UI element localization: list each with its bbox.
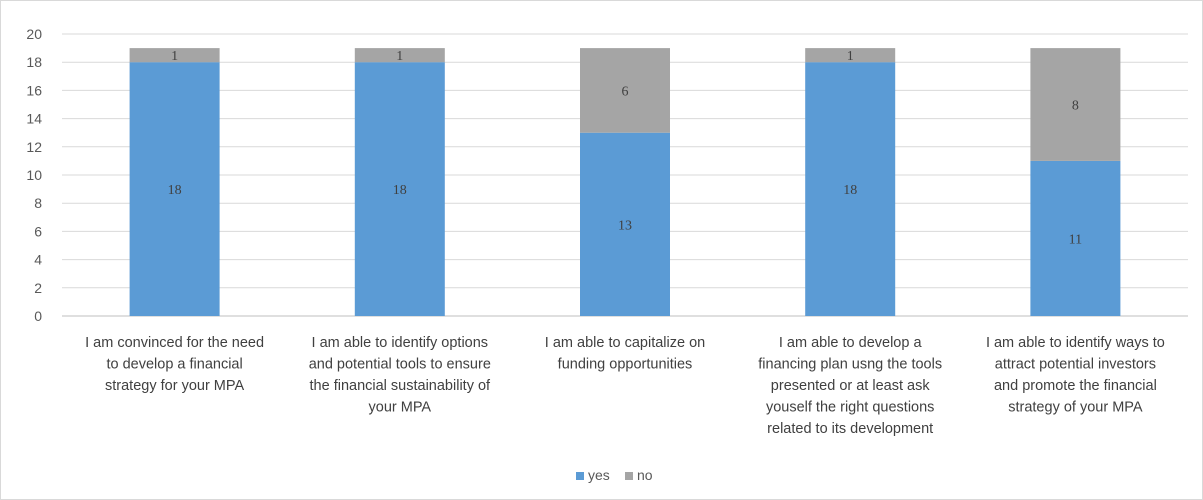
category-label-line: funding opportunities — [558, 357, 693, 373]
category-label-line: to develop a financial — [106, 357, 242, 373]
y-tick-label: 14 — [26, 111, 42, 127]
data-label-no: 1 — [847, 49, 854, 64]
bar-yes-4 — [805, 62, 896, 317]
y-tick-label: 18 — [26, 54, 42, 70]
data-label-no: 1 — [171, 49, 178, 64]
legend: yes no — [576, 467, 653, 483]
data-label-no: 8 — [1072, 99, 1079, 114]
category-label-line: I am able to identify options — [312, 335, 489, 351]
bar-no-1 — [129, 48, 220, 63]
y-tick-label: 20 — [26, 26, 42, 42]
legend-swatch-no — [625, 472, 633, 480]
x-category-label: I am able to develop a financing plan usn… — [758, 335, 942, 437]
category-label-line: and promote the financial — [994, 378, 1157, 394]
data-label-yes: 13 — [618, 218, 632, 233]
y-tick-label: 12 — [26, 139, 42, 155]
category-label-line: I am able to develop a — [779, 335, 923, 351]
y-tick-label: 16 — [26, 82, 42, 98]
data-label-yes: 18 — [168, 183, 182, 198]
legend-swatch-yes — [576, 472, 584, 480]
category-label-line: your MPA — [369, 400, 432, 416]
data-label-no: 1 — [396, 49, 403, 64]
data-label-yes: 11 — [1069, 232, 1082, 247]
category-label-line: strategy of your MPA — [1008, 400, 1143, 416]
category-label-line: related to its development — [767, 421, 933, 437]
bar-no-3 — [580, 48, 670, 133]
y-tick-label: 4 — [34, 252, 42, 268]
x-category-label: I am able to identify ways to attract pot… — [986, 335, 1165, 416]
x-category-label: I am able to identify options and potenti… — [309, 335, 491, 416]
bar-yes-2 — [354, 62, 445, 317]
category-label-line: attract potential investors — [995, 357, 1156, 373]
y-tick-label: 2 — [34, 280, 42, 296]
bar-no-4 — [805, 48, 896, 63]
bar-no-5 — [1030, 48, 1121, 161]
category-label-line: I am able to capitalize on — [545, 335, 705, 351]
data-label-yes: 18 — [393, 183, 407, 198]
category-label-line: and potential tools to ensure — [309, 357, 491, 373]
category-label-line: the financial sustainability of — [310, 378, 492, 394]
y-tick-label: 0 — [34, 308, 42, 324]
category-label-line: I am convinced for the need — [85, 335, 264, 351]
category-label-line: presented or at least ask — [771, 378, 931, 394]
y-tick-label: 6 — [34, 223, 42, 239]
legend-label-no: no — [637, 467, 653, 483]
bar-yes-5 — [1030, 160, 1121, 316]
category-label-line: financing plan usng the tools — [758, 357, 942, 373]
x-category-label: I am convinced for the need to develop a … — [85, 335, 264, 394]
data-label-no: 6 — [622, 84, 629, 99]
data-label-yes: 18 — [843, 183, 857, 198]
bar-yes-3 — [580, 132, 670, 316]
x-category-label: I am able to capitalize on funding opport… — [545, 335, 705, 373]
y-tick-label: 8 — [34, 195, 42, 211]
y-tick-label: 10 — [26, 167, 42, 183]
bars — [129, 48, 1121, 317]
category-label-line: strategy for your MPA — [105, 378, 244, 394]
legend-label-yes: yes — [588, 467, 610, 483]
bar-no-2 — [354, 48, 445, 63]
x-axis: I am convinced for the need to develop a … — [85, 335, 1165, 437]
category-label-line: I am able to identify ways to — [986, 335, 1165, 351]
bar-yes-1 — [129, 62, 220, 317]
category-label-line: youself the right questions — [766, 400, 934, 416]
y-axis: 0 2 4 6 8 10 12 14 16 18 20 — [26, 26, 42, 324]
